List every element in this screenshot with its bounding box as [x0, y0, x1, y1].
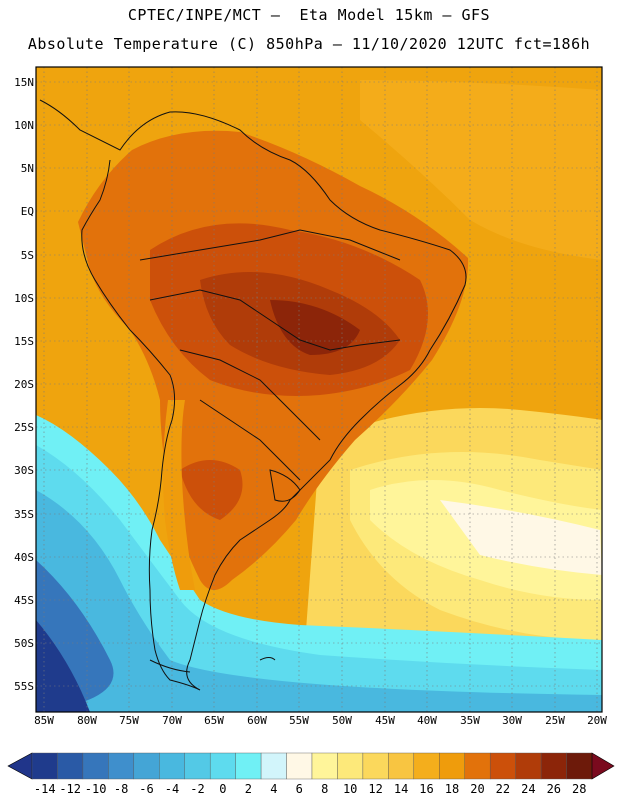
- colorbar-tick-label: 4: [270, 782, 278, 796]
- lat-label: 5N: [20, 162, 34, 175]
- lat-label: 20S: [14, 378, 34, 391]
- colorbar-tick-label: 14: [393, 782, 409, 796]
- south-pacific-cold-2: [36, 445, 602, 712]
- colorbar-swatch: [413, 752, 440, 780]
- colorbar-swatch: [159, 752, 185, 780]
- colorbar-swatch: [540, 752, 567, 780]
- lon-label: 85W: [34, 714, 54, 727]
- lat-label: 5S: [20, 249, 34, 262]
- colorbar-swatch: [108, 752, 135, 780]
- colorbar-tick-label: -14: [33, 782, 56, 796]
- lat-label: 10S: [14, 292, 34, 305]
- south-atlantic-cream: [440, 500, 602, 575]
- lon-label: 40W: [417, 714, 437, 727]
- colorbar-tick-label: -4: [164, 782, 180, 796]
- lon-label: 65W: [204, 714, 224, 727]
- colorbar-tick-label: 6: [295, 782, 303, 796]
- colorbar-swatch: [260, 752, 287, 780]
- colorbar-swatch: [286, 752, 313, 780]
- colorbar-swatch: [31, 752, 58, 780]
- colorbar: [7, 752, 615, 780]
- lon-label: 45W: [375, 714, 395, 727]
- colorbar-tick-label: 8: [321, 782, 329, 796]
- colorbar-tick-label: 12: [368, 782, 383, 796]
- colorbar-swatch: [209, 752, 236, 780]
- map-title: CPTEC/INPE/MCT – Eta Model 15km – GFS: [127, 6, 491, 24]
- coastlines: [39, 99, 467, 691]
- lat-label: 35S: [14, 508, 34, 521]
- colorbar-swatch: [82, 752, 109, 780]
- colorbar-swatch: [439, 752, 465, 780]
- lat-label: 40S: [14, 551, 34, 564]
- colorbar-tick-label: 16: [419, 782, 434, 796]
- map-subtitle: Absolute Temperature (C) 850hPa – 11/10/…: [27, 35, 591, 53]
- lat-label: 45S: [14, 594, 34, 607]
- lat-label: 10N: [14, 119, 34, 132]
- colorbar-tick-label: 26: [546, 782, 562, 796]
- lon-label: 50W: [332, 714, 352, 727]
- colorbar-tick-label: -2: [190, 782, 205, 796]
- lat-label: 50S: [14, 637, 34, 650]
- colorbar-tick-label: -6: [139, 782, 154, 796]
- colorbar-swatch: [464, 752, 491, 780]
- colorbar-tick-label: -10: [84, 782, 107, 796]
- colorbar-swatch: [235, 752, 262, 780]
- lon-label: 80W: [77, 714, 97, 727]
- colorbar-tick-label: -8: [113, 782, 129, 796]
- lon-label: 30W: [502, 714, 522, 727]
- colorbar-tick-label: 0: [219, 782, 227, 796]
- colorbar-swatch: [388, 752, 415, 780]
- lat-label: 30S: [14, 464, 34, 477]
- colorbar-under-arrow: [7, 752, 33, 780]
- temperature-field: [36, 67, 602, 712]
- andes-strip: [163, 400, 195, 590]
- colorbar-swatch: [133, 752, 160, 780]
- colorbar-tick-label: 24: [521, 782, 536, 796]
- lon-label: 55W: [289, 714, 309, 727]
- colorbar-tick-label: 28: [572, 782, 587, 796]
- colorbar-tick-label: 10: [342, 782, 358, 796]
- lon-label: 25W: [545, 714, 565, 727]
- lat-label: 15S: [14, 335, 34, 348]
- colorbar-swatch: [566, 752, 593, 780]
- lat-label: 55S: [14, 680, 34, 693]
- lon-label: 35W: [460, 714, 480, 727]
- colorbar-tick-label: 22: [495, 782, 511, 796]
- lon-label: 20W: [587, 714, 607, 727]
- colorbar-over-arrow: [591, 752, 615, 780]
- lat-label: 25S: [14, 421, 34, 434]
- colorbar-swatch: [311, 752, 338, 780]
- colorbar-tick-label: -12: [59, 782, 82, 796]
- lon-label: 60W: [247, 714, 267, 727]
- colorbar-swatch: [489, 752, 516, 780]
- lon-label: 75W: [119, 714, 139, 727]
- colorbar-swatch: [362, 752, 389, 780]
- colorbar-tick-label: 18: [444, 782, 460, 796]
- lat-label: 15N: [14, 76, 34, 89]
- colorbar-swatch: [337, 752, 364, 780]
- lat-label: EQ: [20, 205, 34, 218]
- colorbar-tick-label: 2: [244, 782, 252, 796]
- map-frame: [35, 66, 603, 713]
- argentina-hot: [180, 460, 243, 520]
- lon-label: 70W: [162, 714, 182, 727]
- colorbar-swatch: [184, 752, 211, 780]
- colorbar-tick-label: 20: [470, 782, 485, 796]
- colorbar-swatch: [57, 752, 84, 780]
- colorbar-swatch: [515, 752, 542, 780]
